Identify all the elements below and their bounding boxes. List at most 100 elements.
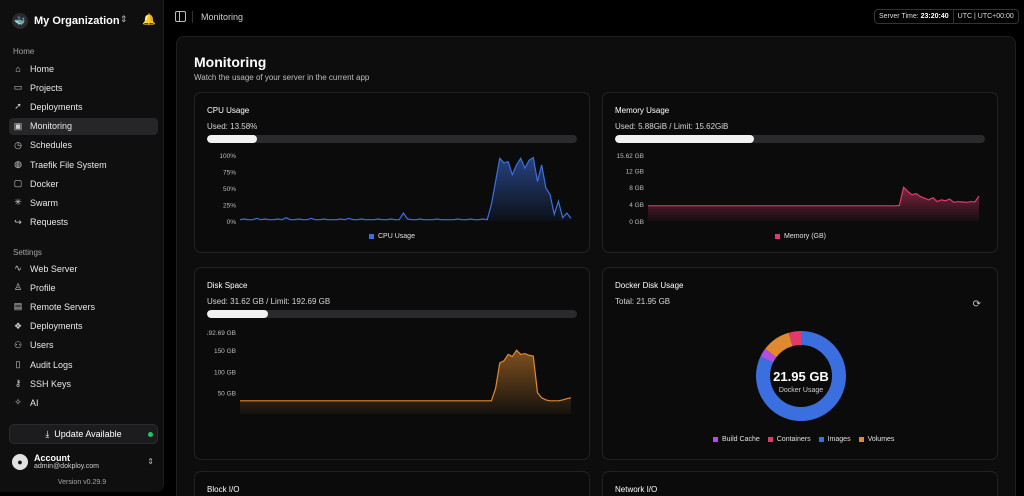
sidebar-item-label: Requests: [30, 217, 69, 228]
y-tick-label: 100%: [219, 153, 236, 160]
memory-progress-bar: [615, 135, 985, 143]
y-tick-label: 75%: [223, 170, 236, 177]
server-icon: ▤: [13, 301, 23, 312]
sidebar-item-ssh-keys[interactable]: ⚷ SSH Keys: [9, 375, 158, 392]
share-icon: ↪: [14, 216, 22, 227]
status-dot: [148, 432, 153, 437]
update-available-button[interactable]: ⤓ Update Available: [9, 424, 158, 444]
legend-label: CPU Usage: [378, 233, 415, 240]
card-title: Docker Disk Usage: [615, 281, 684, 290]
legend-label: Memory (GB): [784, 233, 826, 240]
series-area: [648, 187, 979, 221]
y-tick-label: 150 GB: [214, 348, 236, 355]
sidebar-item-traefik-file-system[interactable]: ◍ Traefik File System: [9, 156, 158, 173]
series-line: [240, 349, 572, 402]
sidebar-item-label: SSH Keys: [30, 378, 72, 389]
sidebar-item-ai[interactable]: ✧ AI: [9, 394, 158, 411]
card-status: Used: 13.58%: [207, 122, 258, 131]
sidebar-item-docker[interactable]: ▢ Docker: [9, 175, 158, 192]
sidebar-item-audit-logs[interactable]: ▯ Audit Logs: [9, 356, 158, 373]
legend-swatch: [713, 437, 718, 442]
card-title: Disk Space: [207, 281, 248, 290]
series-area: [240, 350, 571, 414]
legend-label: Images: [827, 436, 851, 443]
card-title: Network I/O: [615, 485, 658, 494]
file-icon: ▯: [15, 359, 21, 369]
sidebar-item-projects[interactable]: ▭ Projects: [9, 79, 158, 96]
sidebar-item-home[interactable]: ⌂ Home: [9, 60, 158, 77]
server-time: Server Time: 23:20:40: [875, 13, 953, 20]
chart-legend: CPU Usage: [369, 233, 415, 240]
top-bar: Monitoring Server Time: 23:20:40 UTC | U…: [164, 0, 1024, 34]
org-name: My Organization: [34, 15, 120, 27]
monitor-icon: ▣: [13, 120, 23, 131]
docker-donut-chart: 21.95 GB Docker Usage: [756, 331, 846, 421]
legend-label: Volumes: [867, 436, 895, 443]
sidebar-item-users[interactable]: ⚇ Users: [9, 337, 158, 354]
disk-chart: 192.69 GB 150 GB 100 GB 50 GB: [207, 330, 572, 414]
divider: [192, 11, 193, 23]
section-label-home: Home: [13, 47, 35, 56]
docker-disk-usage-card: Docker Disk Usage Total: 21.95 GB ⟳ 21.9…: [602, 267, 998, 460]
cpu-progress-bar: [207, 135, 577, 143]
page-subtitle: Watch the usage of your server in the cu…: [194, 73, 370, 82]
box-icon: ▢: [13, 178, 23, 189]
org-switcher[interactable]: 🐳 My Organization ⇕ 🔔: [8, 8, 158, 34]
donut-center-label: Docker Usage: [779, 387, 823, 394]
user-icon: ♙: [13, 282, 23, 293]
memory-usage-card: Memory Usage Used: 5.88GiB / Limit: 15.6…: [602, 92, 998, 253]
series-line: [239, 156, 572, 221]
chart-legend: Memory (GB): [775, 233, 826, 240]
account-name: Account: [34, 453, 70, 463]
sidebar-item-deployments[interactable]: ➚ Deployments: [9, 98, 158, 115]
y-tick-label: 192.69 GB: [207, 330, 236, 337]
donut-slices: [756, 331, 846, 421]
legend-swatch: [858, 437, 864, 442]
legend-item: Build Cache: [713, 436, 760, 443]
y-tick-label: 8 GB: [629, 185, 644, 192]
chevron-updown-icon[interactable]: ⇕: [147, 457, 154, 466]
account-menu[interactable]: ● Account admin@dokploy.com ⇕: [12, 452, 158, 474]
donut-legend: Build Cache Containers Images Volumes: [713, 436, 894, 443]
globe-icon: ◍: [14, 159, 22, 169]
bell-icon[interactable]: 🔔: [142, 14, 156, 26]
sidebar-item-deployments[interactable]: ❖ Deployments: [9, 318, 158, 335]
sidebar-item-label: Swarm: [30, 197, 59, 208]
page-title: Monitoring: [194, 54, 267, 70]
cpu-usage-card: CPU Usage Used: 13.58% 100% 75% 50% 25% 0% C…: [194, 92, 590, 253]
user-avatar-icon: ●: [12, 454, 28, 470]
sidebar-item-web-server[interactable]: ∿ Web Server: [9, 260, 158, 277]
breadcrumb: Monitoring: [201, 12, 244, 22]
users-icon: ⚇: [13, 339, 23, 350]
sidebar-item-requests[interactable]: ↪ Requests: [9, 214, 158, 231]
series-area: [240, 157, 571, 221]
refresh-icon[interactable]: ⟳: [972, 299, 981, 310]
sidebar-item-monitoring[interactable]: ▣ Monitoring: [9, 117, 158, 135]
card-status: Total: 21.95 GB: [615, 297, 671, 306]
legend-label: Containers: [776, 436, 811, 443]
sidebar-item-label: Monitoring: [30, 121, 73, 132]
y-tick-label: 100 GB: [214, 369, 236, 376]
y-tick-label: 4 GB: [629, 202, 644, 209]
chevron-updown-icon[interactable]: ⇕: [120, 14, 128, 24]
y-tick-label: 50 GB: [218, 391, 236, 398]
sidebar-item-label: Remote Servers: [30, 301, 96, 312]
rocket-icon: ➚: [14, 101, 22, 112]
sidebar-toggle-icon[interactable]: [175, 11, 186, 22]
house-icon: ⌂: [15, 63, 21, 74]
series-line: [648, 186, 980, 207]
server-time-value: 23:20:40: [920, 13, 949, 20]
sidebar-item-remote-servers[interactable]: ▤ Remote Servers: [9, 298, 158, 315]
card-title: Memory Usage: [615, 106, 670, 115]
account-email: admin@dokploy.com: [34, 463, 99, 470]
sidebar-item-profile[interactable]: ♙ Profile: [9, 279, 158, 296]
sidebar-item-label: Profile: [30, 282, 56, 293]
card-status: Used: 5.88GiB / Limit: 15.62GiB: [615, 122, 729, 131]
progress-fill: [615, 135, 755, 143]
sidebar-item-label: Users: [30, 340, 54, 351]
y-tick-label: 12 GB: [626, 168, 644, 175]
boxes-icon: ❖: [13, 320, 23, 331]
sidebar-item-schedules[interactable]: ◷ Schedules: [9, 137, 158, 154]
network-io-card: Network I/O: [602, 471, 998, 496]
sidebar-item-swarm[interactable]: ✳ Swarm: [9, 194, 158, 211]
